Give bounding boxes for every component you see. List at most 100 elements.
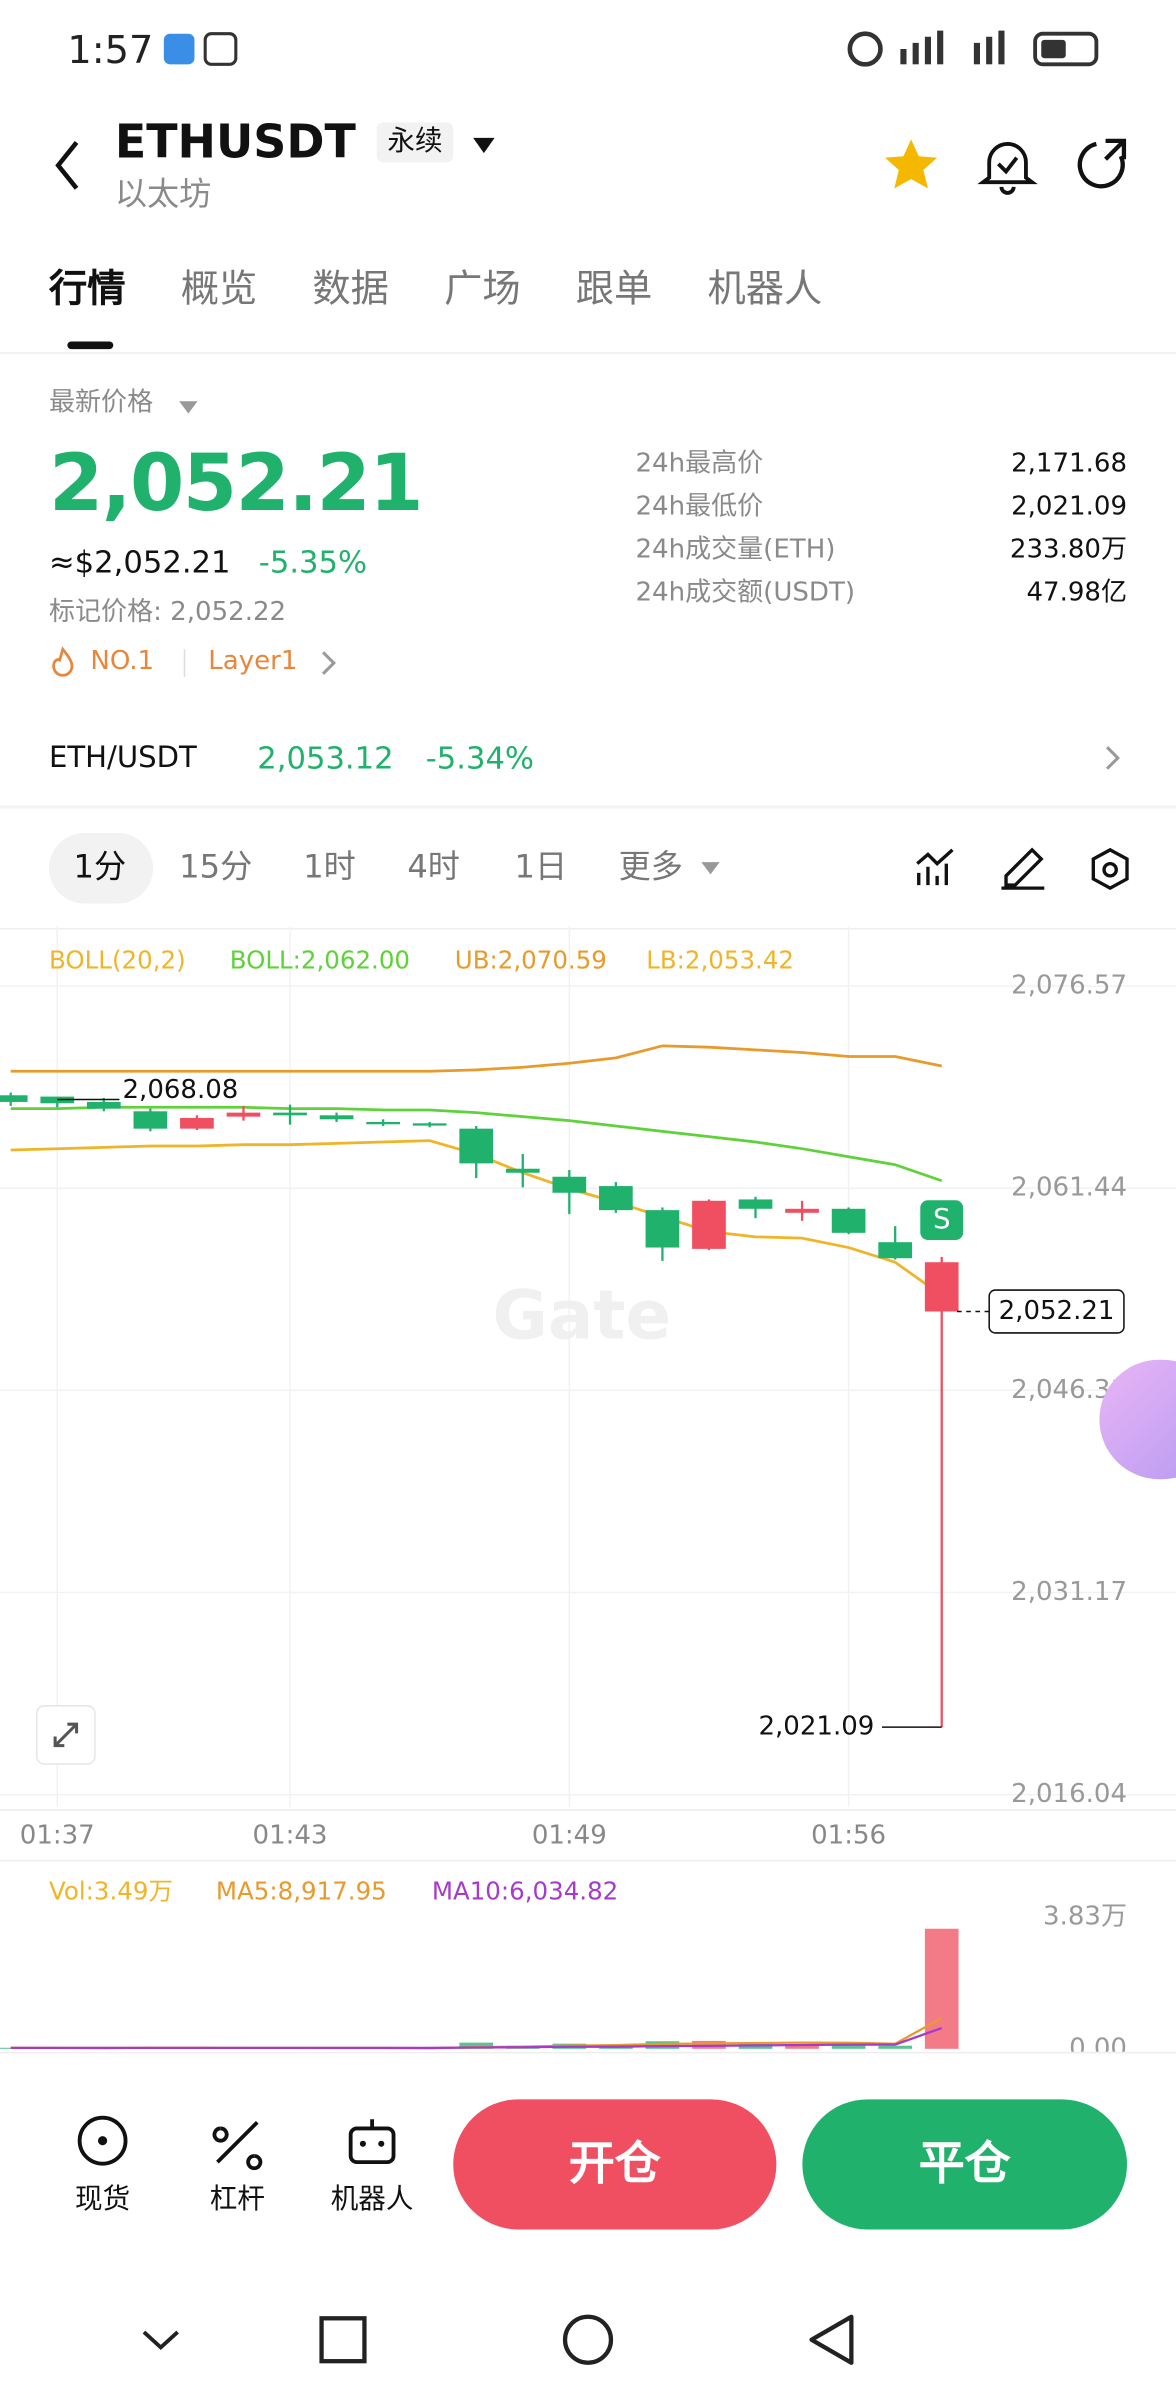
stat-label: 24h最低价 <box>635 491 764 523</box>
candle-body <box>738 1199 773 1209</box>
candle-body <box>412 1123 447 1126</box>
spot-pair[interactable]: ETH/USDT <box>49 741 197 775</box>
chart-tools[interactable] <box>913 845 1137 894</box>
status-right <box>847 30 1099 67</box>
interval[interactable]: 15分 <box>179 848 253 886</box>
price-label-caret[interactable] <box>178 400 199 415</box>
legend-entry: MA5:8,917.95 <box>216 1877 387 1906</box>
candle-body <box>552 1176 587 1193</box>
signal-label: S <box>933 1203 951 1235</box>
more-caret[interactable] <box>700 861 721 876</box>
system-nav[interactable] <box>123 2305 889 2375</box>
spot-change: -5.34% <box>425 739 535 777</box>
nav-label[interactable]: 杠杆 <box>209 2183 265 2216</box>
tab[interactable]: 行情 <box>49 266 126 311</box>
legend-entry: MA10:6,034.82 <box>432 1877 618 1906</box>
interval[interactable]: 1分 <box>73 848 127 886</box>
last-price-label: 2,052.21 <box>999 1296 1115 1326</box>
interval-active-bg <box>49 833 154 904</box>
annotation: 2,021.09 <box>758 1712 874 1742</box>
fire-icon <box>52 646 74 677</box>
candle-body <box>180 1117 214 1129</box>
x-tick-label: 01:49 <box>532 1820 607 1850</box>
spot-chevron[interactable] <box>1103 744 1124 772</box>
nav-label[interactable]: 现货 <box>75 2183 131 2216</box>
candle-body <box>273 1112 307 1116</box>
candle-body <box>133 1111 168 1129</box>
price-change: -5.35% <box>258 543 368 581</box>
last-price: 2,052.21 <box>49 439 424 530</box>
spot-price: 2,053.12 <box>257 739 394 777</box>
tab[interactable]: 概览 <box>180 266 258 311</box>
candle-body <box>785 1208 819 1213</box>
stat-label: 24h成交额(USDT) <box>635 577 856 608</box>
last-price-box <box>988 1289 1125 1334</box>
stat-label: 24h成交量(ETH) <box>635 534 836 566</box>
symbol-dropdown[interactable] <box>470 135 498 156</box>
status-icons <box>163 32 238 66</box>
candle-body <box>366 1121 400 1125</box>
kline-chart: 2,016.042,031.172,046.312,061.442,076.57… <box>0 926 1176 2052</box>
divider <box>0 352 1176 354</box>
open-button[interactable]: 开仓 <box>453 2099 777 2230</box>
legend-entry: BOLL:2,062.00 <box>230 946 410 975</box>
stat-value: 47.98亿 <box>1026 577 1127 608</box>
annotation: 2,068.08 <box>123 1075 239 1105</box>
ma-line <box>10 2026 943 2050</box>
nav-icons[interactable] <box>61 2113 413 2174</box>
interval[interactable]: 1时 <box>303 848 356 886</box>
candle-body <box>878 1242 913 1259</box>
divider <box>0 805 1176 809</box>
volume-bar <box>459 2042 494 2049</box>
divider <box>0 927 1176 930</box>
volume-bar <box>831 2044 866 2049</box>
signal-marker <box>920 1200 964 1241</box>
back-button[interactable] <box>46 135 92 196</box>
tab-indicator <box>67 341 114 350</box>
asset-name: 以太坊 <box>114 176 212 213</box>
candle-body <box>645 1210 680 1248</box>
y-tick-label: 2,016.04 <box>1011 1779 1127 1809</box>
stat-value: 2,021.09 <box>1011 491 1127 523</box>
header-icons[interactable] <box>882 135 1135 196</box>
candle-body <box>319 1115 354 1120</box>
tag-divider <box>183 649 186 677</box>
x-tick-label: 01:37 <box>20 1820 95 1850</box>
mark-price: 标记价格: 2,052.22 <box>49 597 287 628</box>
nav-label[interactable]: 机器人 <box>330 2183 414 2216</box>
volume-bar <box>924 1928 959 2049</box>
sector-tag[interactable]: Layer1 <box>208 646 298 677</box>
boll-line <box>10 1105 943 1183</box>
candle-body <box>599 1186 633 1211</box>
candle-body <box>459 1128 494 1164</box>
interval[interactable]: 更多 <box>618 848 683 886</box>
close-button[interactable]: 平仓 <box>802 2099 1127 2230</box>
interval[interactable]: 4时 <box>407 848 460 886</box>
y-tick-label: 0.00 <box>1069 2033 1127 2052</box>
rank-tag[interactable]: NO.1 <box>90 646 155 677</box>
tag-chevron[interactable] <box>319 649 340 677</box>
symbol: ETHUSDT <box>114 116 356 170</box>
legend-entry: UB:2,070.59 <box>455 946 607 975</box>
x-tick-label: 01:43 <box>253 1820 328 1850</box>
candle-body <box>831 1208 866 1233</box>
status-time: 1:57 <box>67 27 154 72</box>
volume-bar <box>785 2043 819 2049</box>
tab[interactable]: 广场 <box>444 266 521 311</box>
tab[interactable]: 跟单 <box>575 266 653 311</box>
candle-body <box>924 1262 959 1312</box>
x-tick-label: 01:56 <box>811 1820 886 1850</box>
tab[interactable]: 机器人 <box>707 266 823 311</box>
tab[interactable]: 数据 <box>312 266 389 311</box>
boll-line <box>10 1044 942 1073</box>
candle-body <box>692 1200 726 1249</box>
stat-value: 2,171.68 <box>1011 448 1127 480</box>
interval[interactable]: 1日 <box>514 848 568 886</box>
price-label: 最新价格 <box>49 387 154 419</box>
candle-body <box>0 1095 28 1102</box>
contract-tag[interactable]: 永续 <box>376 122 454 163</box>
legend-entry: LB:2,053.42 <box>646 946 794 975</box>
y-tick-label: 3.83万 <box>1043 1902 1127 1932</box>
